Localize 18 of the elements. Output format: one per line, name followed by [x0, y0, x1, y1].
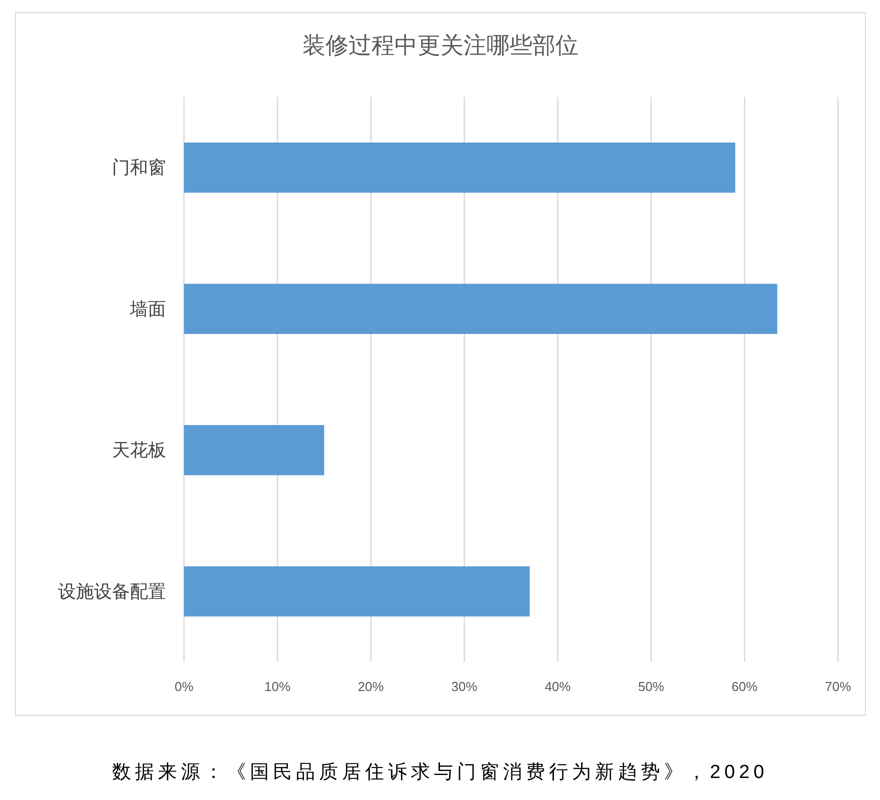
bar [184, 566, 530, 616]
x-tick-label: 20% [358, 679, 384, 694]
x-tick-label: 10% [264, 679, 291, 694]
bar [184, 425, 324, 476]
y-tick-label: 天花板 [112, 440, 166, 460]
chart-title: 装修过程中更关注哪些部位 [302, 32, 578, 58]
x-tick-label: 50% [638, 679, 665, 694]
x-tick-label: 70% [824, 679, 852, 694]
x-tick-label: 30% [451, 679, 478, 694]
bar [184, 142, 736, 193]
y-tick-label: 墙面 [129, 298, 166, 319]
y-tick-label: 设施设备配置 [58, 581, 166, 602]
x-tick-label: 40% [544, 679, 572, 694]
x-tick-label: 60% [732, 679, 758, 694]
x-tick-label: 0% [174, 679, 194, 694]
bar [184, 284, 778, 334]
source-note: 数据来源：《国民品质居住诉求与门窗消费行为新趋势》，2020 [112, 761, 768, 783]
y-tick-label: 门和窗 [112, 158, 166, 178]
